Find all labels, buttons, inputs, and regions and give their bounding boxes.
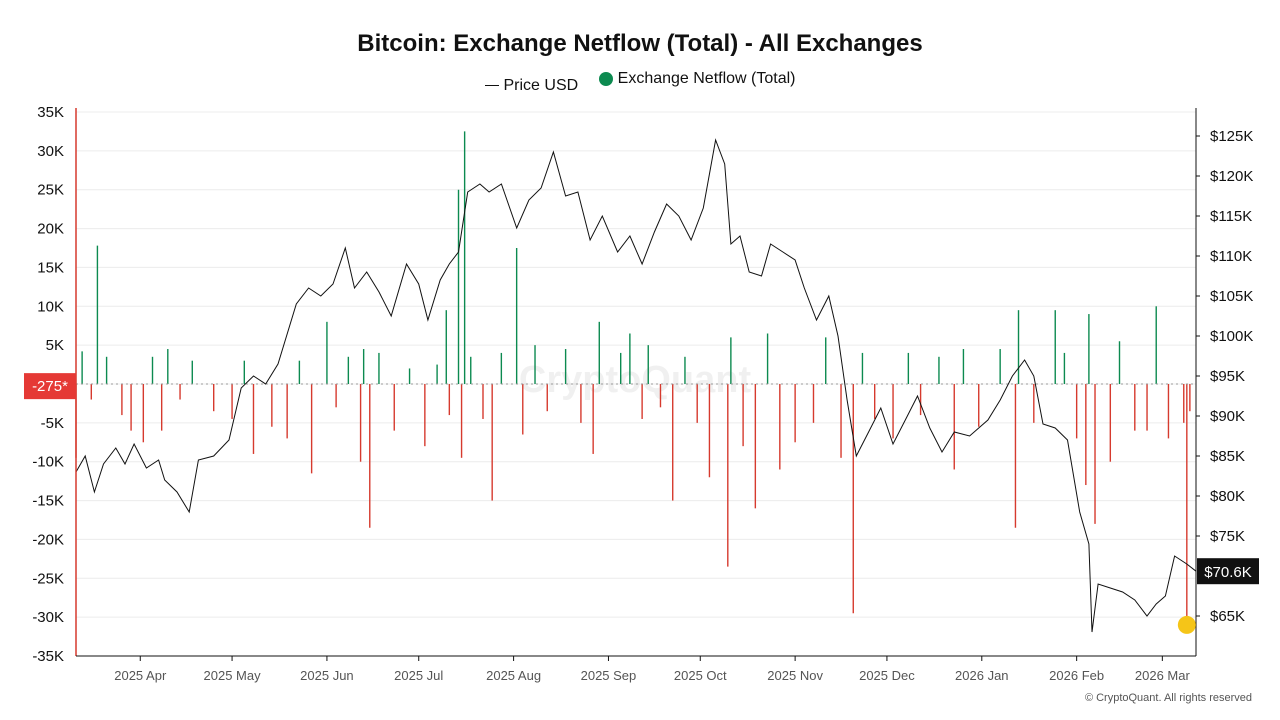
copyright-notice: © CryptoQuant. All rights reserved	[1084, 692, 1252, 704]
left-tick-label: 30K	[37, 143, 64, 160]
right-tick-label: $110K	[1210, 248, 1252, 265]
price-line-swatch	[484, 85, 499, 86]
left-tick-label: 25K	[37, 182, 64, 199]
right-tick-label: $120K	[1210, 168, 1253, 185]
netflow-last-value-badge	[24, 373, 76, 400]
right-tick-label: $75K	[1210, 528, 1245, 545]
right-tick-label: $65K	[1210, 608, 1245, 625]
x-tick-label: 2026 Jan	[955, 668, 1009, 683]
x-tick-label: 2025 Sep	[581, 668, 637, 683]
legend-item-netflow[interactable]: Exchange Netflow (Total)	[598, 70, 796, 88]
price-line-group	[75, 138, 1197, 633]
left-tick-label: 5K	[46, 337, 64, 354]
legend-item-price[interactable]: Price USD	[484, 76, 579, 95]
price-last-value-label: $70.6K	[1204, 564, 1252, 581]
legend-label-netflow: Exchange Netflow (Total)	[617, 70, 796, 87]
netflow-bars	[75, 131, 1196, 625]
right-tick-label: $80K	[1210, 488, 1245, 505]
x-tick-label: 2026 Feb	[1049, 668, 1104, 683]
last-value-badges: -275* $70.6K	[24, 373, 1259, 634]
left-tick-label: -30K	[32, 609, 64, 626]
right-tick-label: $95K	[1210, 368, 1245, 385]
right-axis-ticks: $125K $120K $115K $110K $105K $100K $95K $90K $8…	[1196, 128, 1253, 625]
price-last-value-badge	[1197, 558, 1259, 585]
x-tick-label: 2026 Mar	[1135, 668, 1191, 683]
legend-label-price: Price USD	[503, 76, 579, 94]
highlight-marker	[1177, 615, 1196, 634]
legend: Price USD Exchange Netflow (Total)	[0, 70, 1280, 95]
chart-title: Bitcoin: Exchange Netflow (Total) - All …	[357, 30, 923, 57]
x-tick-label: 2025 Jul	[394, 668, 443, 683]
left-axis-ticks: 35K 30K 25K 20K 15K 10K 5K -5K -10K -15K -20K -25K -…	[32, 104, 64, 665]
watermark: CryptoQuant	[519, 359, 752, 401]
right-tick-label: $90K	[1210, 408, 1245, 425]
right-tick-label: $100K	[1210, 328, 1253, 345]
x-tick-label: 2025 Jun	[300, 668, 354, 683]
left-tick-label: -25K	[32, 570, 64, 587]
left-tick-label: 10K	[37, 298, 64, 315]
left-tick-label: 35K	[37, 104, 64, 121]
price-line	[75, 138, 1197, 633]
x-axis-ticks: 2025 Apr 2025 May 2025 Jun 2025 Jul 2025 Aug…	[114, 656, 1190, 683]
right-tick-label: $85K	[1210, 448, 1245, 465]
left-tick-label: 20K	[37, 221, 64, 238]
left-tick-label: -15K	[32, 493, 64, 510]
left-tick-label: -5K	[41, 415, 64, 432]
x-tick-label: 2025 Apr	[114, 668, 167, 683]
x-tick-label: 2025 Aug	[486, 668, 541, 683]
x-tick-label: 2025 Oct	[674, 668, 727, 683]
netflow-dot-swatch	[598, 72, 613, 86]
left-tick-label: 15K	[37, 259, 64, 276]
x-tick-label: 2025 Nov	[767, 668, 823, 683]
netflow-last-value-label: -275*	[32, 378, 68, 395]
right-tick-label: $125K	[1210, 128, 1253, 145]
x-tick-label: 2025 Dec	[859, 668, 915, 683]
right-tick-label: $105K	[1210, 288, 1253, 305]
left-tick-label: -20K	[32, 531, 64, 548]
left-tick-label: -35K	[32, 648, 64, 665]
right-tick-label: $115K	[1210, 208, 1252, 225]
left-tick-label: -10K	[32, 454, 64, 471]
x-tick-label: 2025 May	[204, 668, 262, 683]
